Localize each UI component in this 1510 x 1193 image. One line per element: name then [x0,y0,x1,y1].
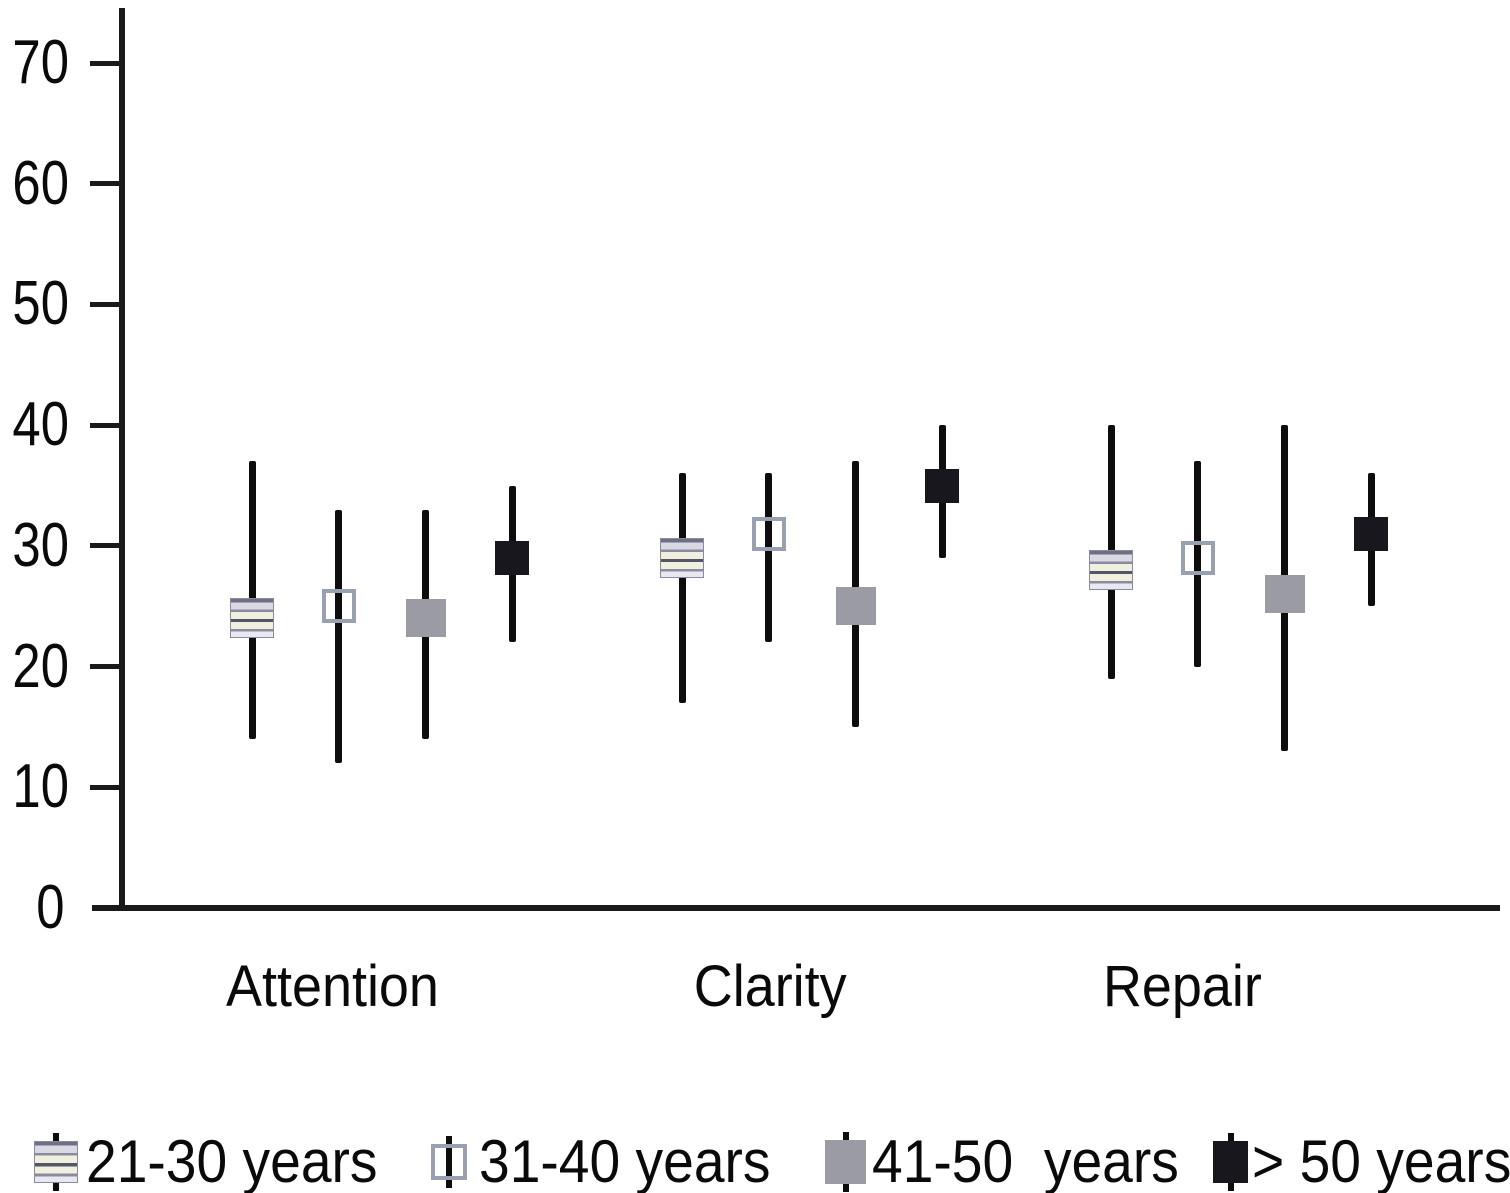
marker-50-years-clarity [925,468,959,503]
legend-item-31-40-years: 31-40 years [431,1132,796,1192]
y-tick [90,181,120,187]
y-tick-label: 60 [0,152,69,215]
y-tick-label-text: 60 [12,148,69,218]
legend-label-text: > 50 years [1252,1128,1510,1193]
x-category-label-clarity: Clarity [610,958,930,1016]
y-tick-label-text: 10 [12,752,69,822]
y-tick [90,422,120,428]
marker-41-50-years-repair [1264,575,1305,614]
legend-swatch-wrap [1213,1133,1248,1191]
x-category-label-text: Clarity [693,954,847,1019]
whisker-31-40-years-attention [335,509,342,764]
y-tick-label: 30 [0,514,69,577]
y-tick [90,664,120,670]
legend-label-50-years: > 50 years [1252,1132,1510,1192]
marker-21-30-years-attention [230,598,274,639]
marker-31-40-years-clarity [751,516,786,551]
legend-item-21-30-years: 21-30 years [34,1132,403,1192]
marker-31-40-years-attention [321,589,356,624]
y-tick [90,301,120,307]
legend-label-text: 41-50 years [872,1128,1179,1193]
legend-swatch-31-40-years [431,1144,467,1180]
y-tick-label-text: 30 [12,510,69,580]
y-tick-label: 10 [0,756,69,818]
x-category-label-text: Attention [225,954,439,1019]
marker-31-40-years-repair [1180,540,1215,575]
legend-label-text: 21-30 years [86,1128,378,1193]
y-tick-label-text: 70 [12,28,69,97]
whisker-21-30-years-clarity [678,473,686,703]
marker-41-50-years-attention [405,599,446,638]
marker-41-50-years-clarity [835,587,876,626]
legend-label-text: 31-40 years [479,1128,771,1193]
y-axis-line [119,8,125,911]
marker-21-30-years-clarity [660,537,704,578]
whisker-31-40-years-repair [1194,461,1201,667]
legend-label-41-50-years: 41-50 years [872,1132,1206,1192]
x-axis-line [92,905,1500,911]
legend-swatch-wrap [34,1133,78,1191]
legend-swatch-41-50-years [825,1140,866,1184]
y-tick-label-text: 40 [12,390,69,460]
y-tick-label-text: 50 [12,269,69,339]
x-category-label-repair: Repair [1022,958,1342,1016]
legend-swatch-wrap [825,1132,866,1192]
y-tick [90,60,120,66]
whisker-31-40-years-clarity [765,473,772,643]
y-tick-label: 40 [0,394,69,456]
legend-swatch-wrap [431,1136,467,1188]
x-category-label-text: Repair [1102,954,1262,1019]
y-tick-label: 70 [0,32,69,94]
legend-label-21-30-years: 21-30 years [86,1132,403,1192]
legend-label-31-40-years: 31-40 years [479,1132,796,1192]
x-category-label-attention: Attention [172,958,492,1016]
y-tick-label-text: 20 [12,631,69,701]
marker-21-30-years-repair [1089,550,1133,590]
legend-item-50-years: > 50 years [1213,1132,1510,1192]
y-tick [90,784,120,790]
y-tick-label: 20 [0,635,69,698]
legend-swatch-50-years [1213,1141,1248,1183]
y-tick [90,543,120,549]
marker-50-years-attention [495,540,529,575]
legend-swatch-21-30-years [34,1141,78,1183]
y-tick-label: 50 [0,273,69,335]
marker-50-years-repair [1354,516,1388,551]
y-tick-label: 0 [0,877,64,939]
y-tick-label-text: 0 [35,873,64,942]
legend-swatch-line [446,1136,452,1188]
legend-item-41-50-years: 41-50 years [825,1132,1206,1192]
